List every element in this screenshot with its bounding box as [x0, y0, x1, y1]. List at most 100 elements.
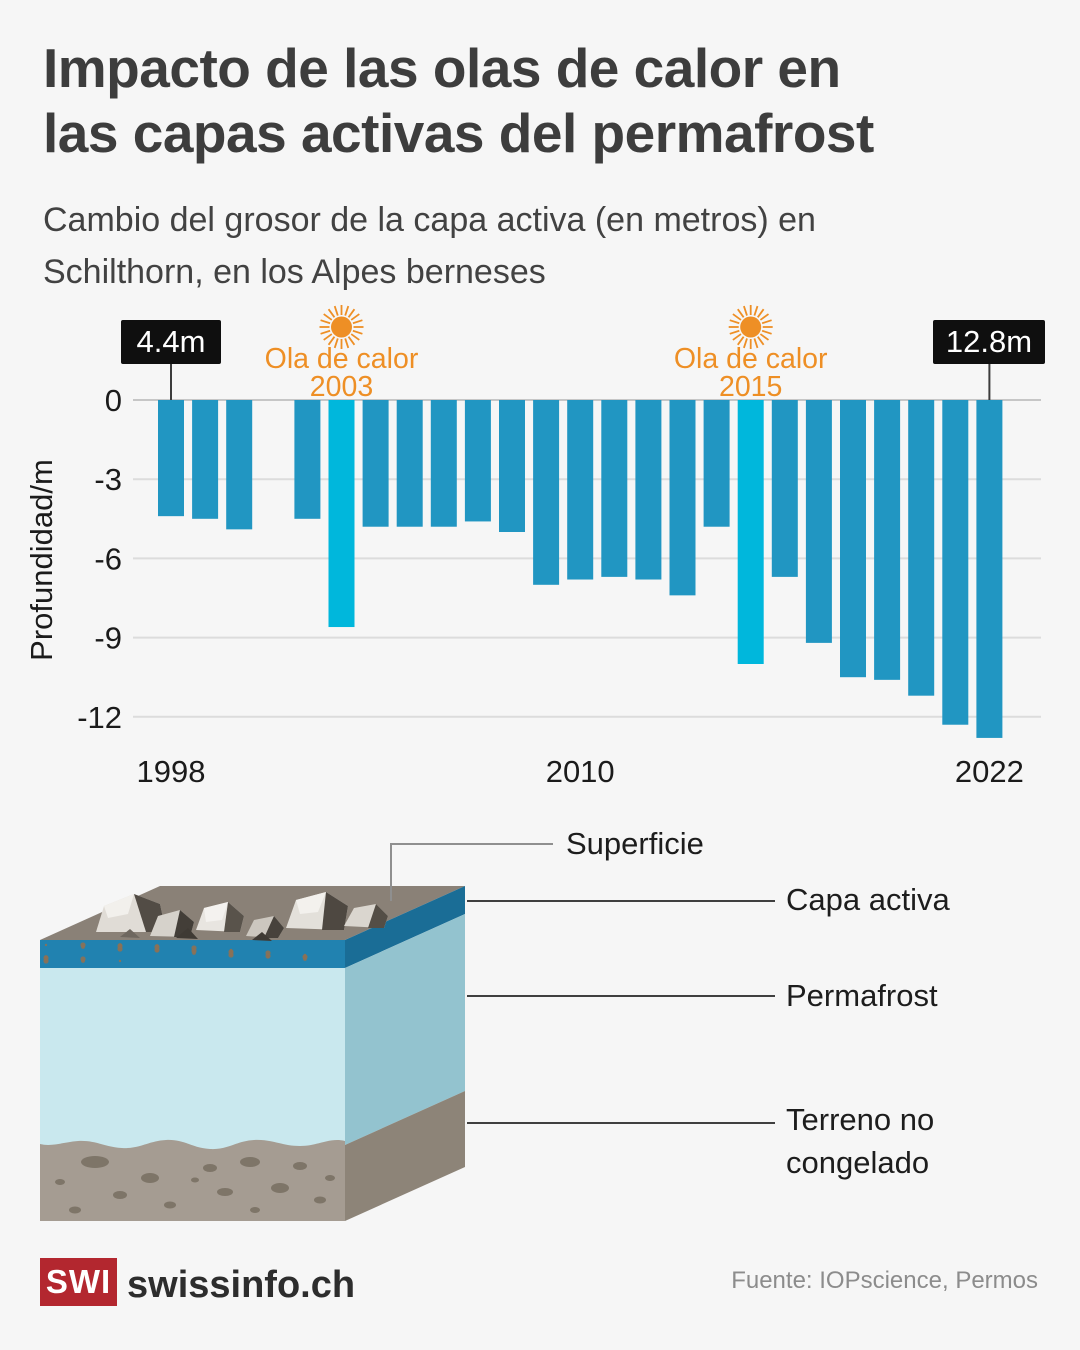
sun-ray [743, 305, 748, 316]
sun-ray [347, 308, 356, 318]
sun-ray [352, 319, 363, 325]
sun-ray [753, 338, 759, 349]
subtitle-line-2: Schilthorn, en los Alpes berneses [43, 253, 546, 291]
heatwave-label-2015: Ola de calor [674, 343, 828, 375]
bar-2021 [942, 400, 969, 725]
title-line-1: Impacto de las olas de calor en [43, 37, 841, 99]
unfrozen-label-line-2: congelado [786, 1145, 929, 1180]
ytick-label--9: -9 [94, 621, 122, 656]
page-title: Impacto de las olas de calor en las capa… [43, 36, 874, 166]
permafrost-label: Permafrost [786, 978, 938, 1013]
surface-rocks [96, 892, 388, 941]
sun-core [331, 316, 352, 338]
sun-ray [333, 338, 339, 349]
value-label-box-1998 [121, 320, 221, 364]
xtick-label-1998: 1998 [137, 754, 206, 789]
sun-ray [344, 305, 350, 316]
sun-ray [320, 329, 331, 335]
sun-ray [333, 305, 339, 316]
bar-2019 [874, 400, 901, 680]
speckle [265, 950, 271, 956]
swi-logo-text: SWI [45, 1263, 112, 1300]
bar-2004 [362, 400, 389, 527]
surface-connector-line [390, 843, 553, 901]
speckle [229, 948, 233, 952]
bar-2005 [396, 400, 423, 527]
brand-name: swissinfo.ch [127, 1264, 356, 1306]
sun-ray [732, 333, 742, 341]
speckle [118, 943, 122, 947]
speckle [303, 953, 307, 957]
xtick-label-2010: 2010 [546, 754, 615, 789]
sun-ray [759, 313, 770, 321]
heatwave-year-2015: 2015 [719, 371, 782, 403]
sun-ray [732, 313, 742, 321]
unfrozen-ground-pebbles [55, 1156, 335, 1214]
sun-ray [352, 329, 363, 335]
ytick-label-0: 0 [105, 383, 122, 418]
subtitle-line-1: Cambio del grosor de la capa activa (en … [43, 201, 816, 239]
sun-icon-2015 [728, 305, 773, 349]
bar-2000 [226, 400, 253, 530]
xtick-label-2022: 2022 [955, 754, 1024, 789]
ytick-label--6: -6 [94, 541, 122, 576]
bar-2009 [533, 400, 560, 585]
bar-2012 [635, 400, 662, 580]
sun-ray [327, 308, 336, 318]
y-axis-title: Profundidad/m [24, 459, 59, 661]
permafrost-front [40, 968, 345, 1150]
sun-ray [759, 333, 770, 341]
speckle [118, 959, 122, 963]
speckle [44, 943, 48, 947]
sun-ray [743, 338, 748, 349]
ytick-label--3: -3 [94, 462, 122, 497]
sun-ray [761, 329, 772, 335]
sun-ray [737, 336, 745, 346]
bar-2007 [464, 400, 491, 522]
sun-ray [757, 336, 765, 346]
sun-ray [344, 338, 350, 349]
speckle [44, 955, 48, 959]
bar-2022 [976, 400, 1003, 738]
sun-ray [323, 333, 333, 341]
permafrost-side [345, 914, 465, 1145]
value-label-text-2022: 12.8m [946, 324, 1032, 359]
bars [158, 400, 1003, 738]
bar-2017 [805, 400, 832, 643]
active-layer-label: Capa activa [786, 882, 950, 917]
sun-ray [757, 308, 765, 318]
bar-2002 [294, 400, 321, 519]
sun-core [740, 316, 762, 338]
sun-ray [323, 313, 333, 321]
bar-2016 [771, 400, 798, 577]
bar-2011 [601, 400, 628, 577]
y-axis-tick-labels: 0 -3 -6 -9 -12 [77, 383, 122, 735]
value-label-text-1998: 4.4m [137, 324, 206, 359]
sun-ray [753, 305, 759, 316]
sun-ray [320, 319, 331, 325]
bar-2015 [737, 400, 764, 664]
bar-2020 [908, 400, 935, 696]
x-axis-tick-labels: 1998 2010 2022 [137, 754, 1024, 789]
speckle [191, 945, 197, 951]
bar-1999 [192, 400, 219, 519]
active-layer-speckles [43, 942, 308, 964]
bar-2006 [430, 400, 457, 527]
bar-2003 [328, 400, 355, 628]
unfrozen-label-line-1: Terreno no [786, 1102, 934, 1137]
ytick-label--12: -12 [77, 700, 122, 735]
source-credit: Fuente: IOPscience, Permos [731, 1267, 1038, 1294]
swi-logo: SWI [40, 1258, 117, 1306]
bar-1998 [158, 400, 184, 517]
sun-ray [729, 319, 740, 325]
unfrozen-ground-side [345, 1091, 465, 1221]
bar-chart: 0 -3 -6 -9 -12 Profundidad/m 1998 2010 2022 Ol… [24, 305, 1045, 789]
active-layer-side [345, 886, 465, 968]
sun-ray [737, 308, 745, 318]
heatwave-year-2003: 2003 [310, 371, 373, 403]
surface-label: Superficie [566, 826, 704, 861]
sun-ray [327, 336, 336, 346]
speckle [155, 944, 159, 948]
